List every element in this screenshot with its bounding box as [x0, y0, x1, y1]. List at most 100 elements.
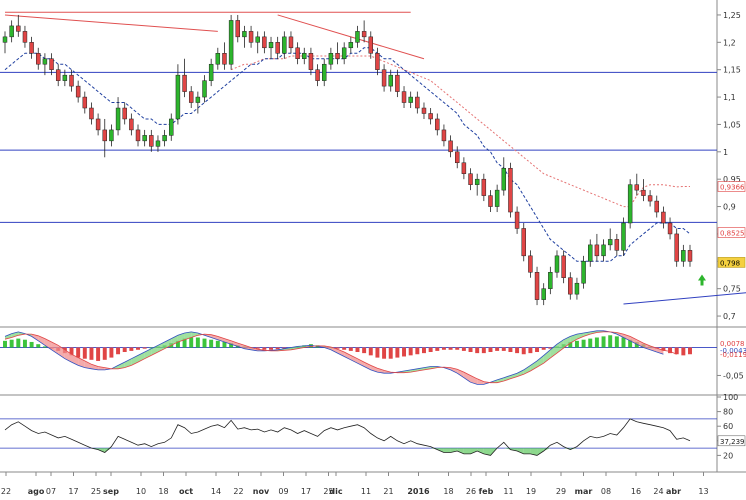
- macd-cloud-bullish: [410, 368, 418, 373]
- slow-moving-average: [230, 55, 690, 208]
- candle-body-down: [149, 135, 154, 147]
- macd-hist-bar-positive: [601, 336, 606, 348]
- candle-body-down: [129, 118, 134, 131]
- candle-body-down: [308, 53, 314, 70]
- candle: [514, 206, 520, 234]
- rsi-y-tick-label: 60: [723, 422, 733, 431]
- candle-body-down: [295, 47, 300, 59]
- candle-body-up: [282, 36, 287, 54]
- candle-body-down: [135, 129, 141, 142]
- candle: [548, 266, 553, 295]
- macd-cloud-bearish: [84, 360, 92, 369]
- candle-body-up: [175, 74, 181, 120]
- candle: [647, 190, 653, 207]
- candle: [428, 108, 433, 125]
- candle: [687, 244, 693, 267]
- macd-hist-bar-negative: [362, 347, 367, 354]
- candle-body-up: [388, 74, 393, 87]
- macd-hist-bar-negative: [441, 347, 446, 350]
- macd-hist-bar-positive: [182, 338, 187, 348]
- macd-cloud-bullish: [576, 333, 584, 340]
- rsi-oversold-fill: [517, 448, 524, 454]
- macd-hist-bar-negative: [122, 347, 127, 353]
- candle-body-down: [335, 53, 340, 59]
- macd-cloud-bearish: [251, 347, 258, 351]
- candle-body-up: [242, 31, 247, 38]
- candle-body-down: [488, 195, 493, 207]
- candle-body-up: [355, 31, 360, 43]
- candle: [36, 47, 41, 70]
- macd-cloud-bullish: [537, 355, 544, 368]
- candle: [594, 233, 600, 262]
- macd-hist-bar-negative: [535, 347, 540, 353]
- candle-body-down: [288, 36, 294, 49]
- macd-cloud-bearish: [31, 334, 39, 341]
- macd-cloud-bearish: [477, 378, 484, 385]
- candle: [654, 195, 659, 218]
- candle-body-down: [315, 69, 320, 81]
- macd-cloud-bearish: [58, 345, 65, 359]
- macd-cloud-bullish: [503, 375, 511, 382]
- candle-body-up: [115, 107, 121, 131]
- macd-hist-bar-negative: [495, 347, 500, 351]
- candle: [162, 129, 167, 147]
- x-tick-label: abr: [666, 487, 681, 496]
- candle-body-up: [302, 53, 307, 59]
- candle: [308, 47, 314, 76]
- candle: [388, 69, 393, 92]
- macd-cloud-bullish: [157, 341, 165, 353]
- candle-body-down: [687, 250, 693, 262]
- candle: [16, 14, 21, 37]
- macd-hist-bar-positive: [189, 337, 194, 348]
- x-tick-label: 07: [46, 487, 56, 496]
- candle-body-down: [55, 69, 61, 81]
- candle: [488, 190, 493, 213]
- candle-body-down: [561, 255, 566, 278]
- x-tick-label: 26: [466, 487, 476, 496]
- candle-body-down: [461, 162, 467, 174]
- candle-body-up: [601, 244, 606, 257]
- candle: [674, 228, 679, 267]
- candle-body-up: [554, 255, 560, 273]
- candle: [441, 124, 447, 147]
- macd-cloud-bearish: [350, 355, 358, 364]
- macd-hist-bar-negative: [435, 347, 440, 351]
- candle-body-down: [361, 31, 367, 38]
- candle: [2, 31, 8, 54]
- candle: [288, 31, 294, 54]
- candle: [222, 42, 227, 70]
- macd-hist-bar-negative: [342, 347, 347, 350]
- candle-body-down: [508, 167, 513, 213]
- candle-body-down: [381, 69, 387, 87]
- macd-hist-bar-negative: [69, 347, 74, 356]
- candle: [681, 244, 686, 267]
- macd-hist-bar-negative: [508, 347, 513, 353]
- macd-hist-bar-positive: [229, 343, 234, 348]
- macd-hist-bar-negative: [668, 347, 673, 354]
- macd-cloud-bullish: [550, 344, 557, 359]
- rsi-line: [4, 418, 691, 456]
- x-tick-label: 29: [556, 487, 566, 496]
- macd-hist-bar-negative: [501, 347, 506, 351]
- candle-body-up: [681, 250, 686, 262]
- candle-body-down: [235, 20, 240, 38]
- candle-body-down: [75, 85, 81, 98]
- candle-body-up: [162, 135, 167, 142]
- macd-hist-bar-negative: [422, 347, 426, 354]
- macd-hist-bar-positive: [621, 337, 626, 348]
- rsi-oversold-fill: [483, 448, 491, 456]
- y-tick-label: 0,95: [723, 175, 741, 184]
- candle: [581, 255, 586, 289]
- macd-hist-bar-negative: [681, 347, 686, 356]
- main-panel-lines: [0, 11, 746, 305]
- candle: [268, 36, 274, 59]
- x-tick-label: mar: [575, 487, 593, 496]
- y-tick-label: 1,1: [723, 93, 736, 102]
- candle: [109, 124, 114, 147]
- rsi-oversold-fill: [537, 448, 544, 456]
- candle-body-down: [248, 31, 254, 43]
- x-tick-label: dic: [329, 487, 342, 496]
- candle: [315, 64, 320, 87]
- macd-hist-bar-negative: [468, 347, 473, 353]
